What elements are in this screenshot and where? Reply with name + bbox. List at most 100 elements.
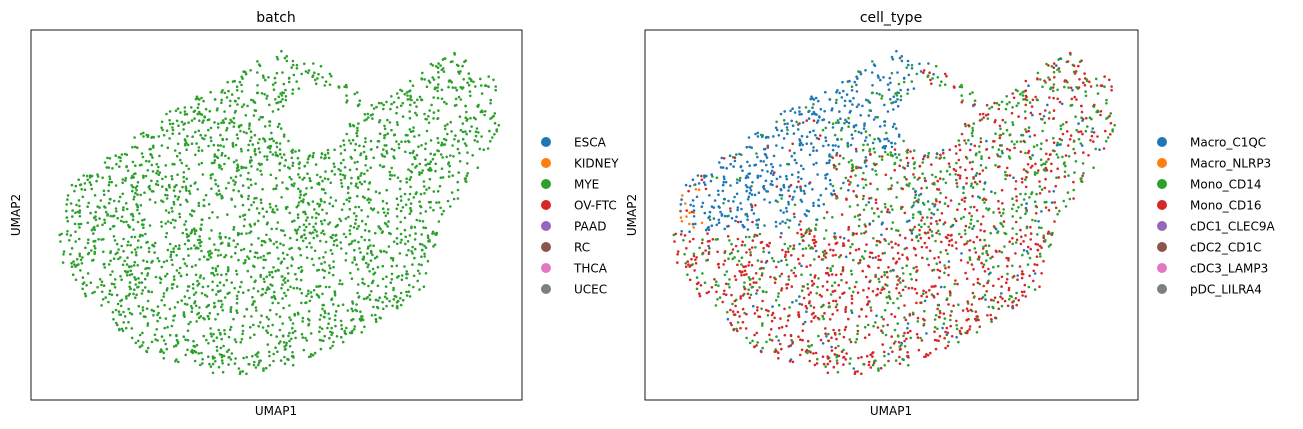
scatter-point xyxy=(165,259,169,263)
scatter-point xyxy=(86,205,89,208)
scatter-point xyxy=(464,179,467,183)
scatter-point xyxy=(240,90,244,93)
scatter-point xyxy=(385,151,389,155)
scatter-point xyxy=(855,90,859,93)
scatter-point xyxy=(379,227,383,231)
scatter-point xyxy=(425,188,428,191)
scatter-point xyxy=(191,351,195,355)
scatter-point xyxy=(905,178,908,181)
scatter-point xyxy=(191,283,195,286)
scatter-point xyxy=(257,118,261,121)
scatter-point xyxy=(992,265,995,269)
scatter-point xyxy=(307,322,311,326)
scatter-point xyxy=(489,102,492,105)
scatter-point xyxy=(994,119,997,122)
scatter-point xyxy=(822,216,826,220)
scatter-point xyxy=(400,140,403,143)
scatter-point xyxy=(963,207,967,211)
scatter-point xyxy=(195,320,198,323)
scatter-point xyxy=(897,229,900,233)
scatter-point xyxy=(930,163,933,166)
scatter-point xyxy=(968,256,972,259)
scatter-point xyxy=(915,235,918,239)
scatter-point xyxy=(766,314,770,317)
scatter-point xyxy=(202,99,205,103)
scatter-point xyxy=(456,197,460,200)
scatter-point xyxy=(418,288,421,291)
scatter-point xyxy=(370,281,374,285)
scatter-point xyxy=(392,286,395,290)
scatter-point xyxy=(785,206,788,210)
scatter-point xyxy=(743,273,746,277)
scatter-point xyxy=(283,233,287,237)
scatter-point xyxy=(782,119,786,122)
scatter-point xyxy=(271,323,275,327)
scatter-point xyxy=(401,206,405,209)
scatter-point xyxy=(930,216,933,220)
scatter-point xyxy=(395,236,399,240)
scatter-point xyxy=(264,258,267,262)
scatter-point xyxy=(936,179,939,183)
scatter-point xyxy=(830,155,833,159)
scatter-point xyxy=(164,235,168,239)
scatter-point xyxy=(90,187,94,191)
scatter-point xyxy=(233,338,237,341)
scatter-point xyxy=(1010,295,1013,299)
scatter-point xyxy=(814,228,817,232)
scatter-point xyxy=(382,165,386,168)
scatter-point xyxy=(361,318,365,322)
scatter-point xyxy=(837,354,841,358)
scatter-point xyxy=(139,193,142,197)
scatter-point xyxy=(249,225,253,228)
scatter-point xyxy=(1029,247,1032,251)
scatter-point xyxy=(955,182,959,185)
scatter-point xyxy=(306,161,309,164)
scatter-point xyxy=(939,170,942,173)
scatter-point xyxy=(910,238,914,242)
scatter-point xyxy=(369,198,372,202)
scatter-point xyxy=(332,243,336,247)
scatter-point xyxy=(432,96,436,99)
scatter-point xyxy=(257,361,261,365)
scatter-point xyxy=(392,101,396,104)
scatter-point xyxy=(111,167,114,170)
scatter-point xyxy=(148,147,151,151)
cell-type-panel: cell_type UMAP1 UMAP2 Macro_C1QCMacro_NL… xyxy=(625,10,1276,418)
scatter-point xyxy=(753,345,756,349)
scatter-point xyxy=(139,204,143,207)
scatter-point xyxy=(302,223,306,227)
scatter-point xyxy=(882,76,885,79)
scatter-point xyxy=(227,156,230,160)
scatter-point xyxy=(220,337,223,341)
scatter-point xyxy=(123,152,127,156)
scatter-point xyxy=(927,151,930,155)
scatter-point xyxy=(805,348,809,352)
scatter-point xyxy=(113,278,117,281)
scatter-point xyxy=(878,125,882,128)
scatter-point xyxy=(150,308,154,312)
scatter-point xyxy=(186,289,189,293)
scatter-point xyxy=(768,333,771,337)
scatter-point xyxy=(996,230,1000,233)
scatter-point xyxy=(1015,238,1019,242)
scatter-point xyxy=(763,224,766,227)
scatter-point xyxy=(440,88,444,92)
scatter-point xyxy=(408,295,412,298)
scatter-point xyxy=(403,228,407,232)
scatter-point xyxy=(258,163,262,167)
scatter-point xyxy=(865,315,868,318)
scatter-point xyxy=(442,137,446,141)
scatter-point xyxy=(136,246,139,249)
scatter-point xyxy=(817,277,820,280)
scatter-point xyxy=(906,331,910,335)
scatter-point xyxy=(795,161,798,165)
scatter-point xyxy=(308,231,312,235)
scatter-point xyxy=(743,225,746,229)
scatter-point xyxy=(320,152,324,155)
scatter-point xyxy=(421,169,425,172)
scatter-point xyxy=(77,178,80,181)
scatter-point xyxy=(910,232,914,235)
scatter-point xyxy=(247,208,251,212)
scatter-point xyxy=(271,210,274,214)
scatter-point xyxy=(261,207,265,210)
